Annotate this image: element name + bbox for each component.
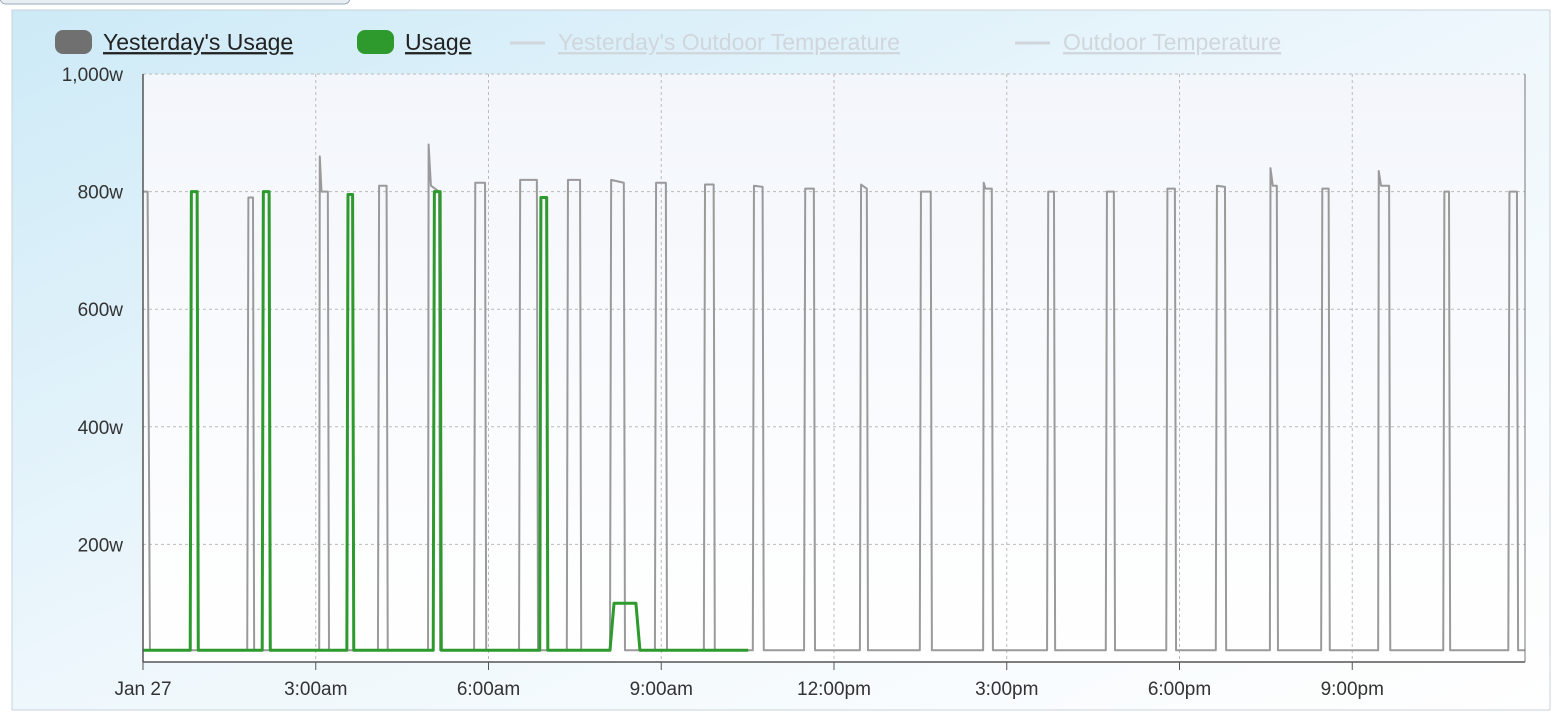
x-tick-label: 6:00am xyxy=(457,679,520,700)
x-tick-label: 6:00pm xyxy=(1148,679,1211,700)
grid xyxy=(143,73,1525,662)
x-tick-label: Jan 27 xyxy=(114,679,171,700)
legend-label[interactable]: Outdoor Temperature xyxy=(1063,29,1281,55)
y-tick-label: 800w xyxy=(78,183,124,204)
legend-swatch[interactable] xyxy=(55,30,92,54)
y-tick-label: 600w xyxy=(78,300,124,321)
y-tick-label: 400w xyxy=(78,418,124,439)
y-tick-label: 1,000w xyxy=(62,65,124,86)
x-tick-label: 12:00pm xyxy=(797,679,871,700)
legend-swatch[interactable] xyxy=(357,30,394,54)
legend-label[interactable]: Yesterday's Usage xyxy=(103,29,293,55)
y-tick-label: 200w xyxy=(78,535,124,556)
x-tick-label: 3:00pm xyxy=(975,679,1038,700)
x-tick-label: 3:00am xyxy=(284,679,347,700)
x-tick-label: 9:00am xyxy=(630,679,693,700)
series-line xyxy=(143,143,1525,652)
lines xyxy=(143,143,1525,652)
x-tick-label: 9:00pm xyxy=(1321,679,1384,700)
legend-label[interactable]: Usage xyxy=(405,29,471,55)
series-line xyxy=(143,190,749,652)
tab-bar[interactable] xyxy=(0,0,351,5)
legend-label[interactable]: Yesterday's Outdoor Temperature xyxy=(558,29,900,55)
legend: Yesterday's Usage Usage Yesterday's Outdoo… xyxy=(55,29,1281,55)
